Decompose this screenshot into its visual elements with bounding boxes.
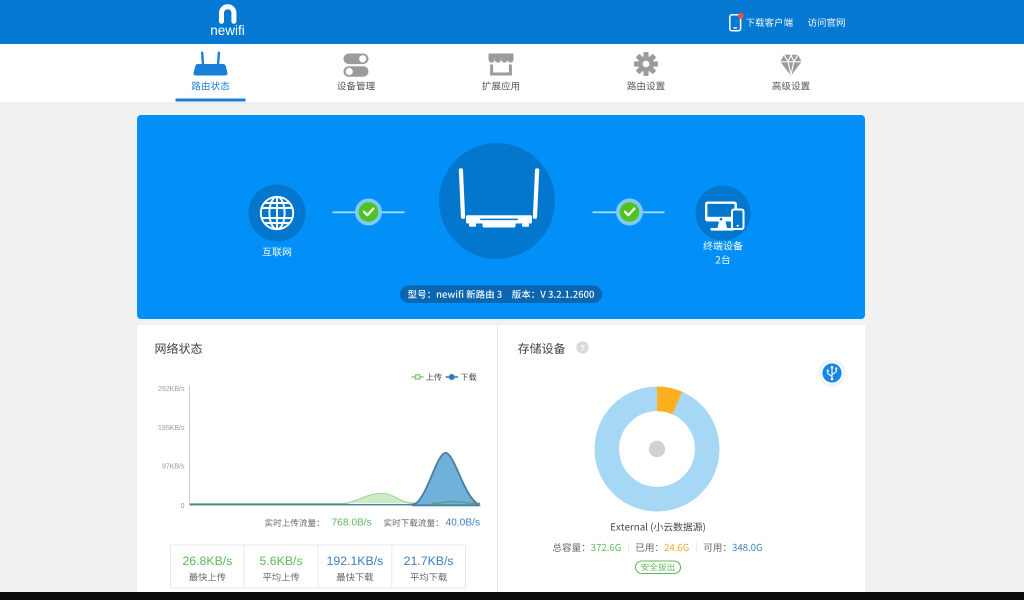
svg-text:21.7KB/s: 21.7KB/s — [404, 554, 454, 568]
svg-text:?: ? — [580, 343, 585, 353]
svg-text:26.8KB/s: 26.8KB/s — [182, 554, 232, 568]
svg-text:newifi: newifi — [210, 23, 245, 38]
svg-text:97KB/s: 97KB/s — [162, 464, 185, 471]
svg-text:768.0B/s: 768.0B/s — [332, 518, 372, 529]
svg-text:292KB/s: 292KB/s — [158, 386, 185, 393]
svg-text:40.0B/s: 40.0B/s — [446, 518, 481, 529]
svg-text:195KB/s: 195KB/s — [158, 425, 185, 432]
svg-text:5.6KB/s: 5.6KB/s — [260, 554, 303, 568]
svg-text:0: 0 — [181, 503, 185, 510]
svg-text:192.1KB/s: 192.1KB/s — [327, 554, 384, 568]
